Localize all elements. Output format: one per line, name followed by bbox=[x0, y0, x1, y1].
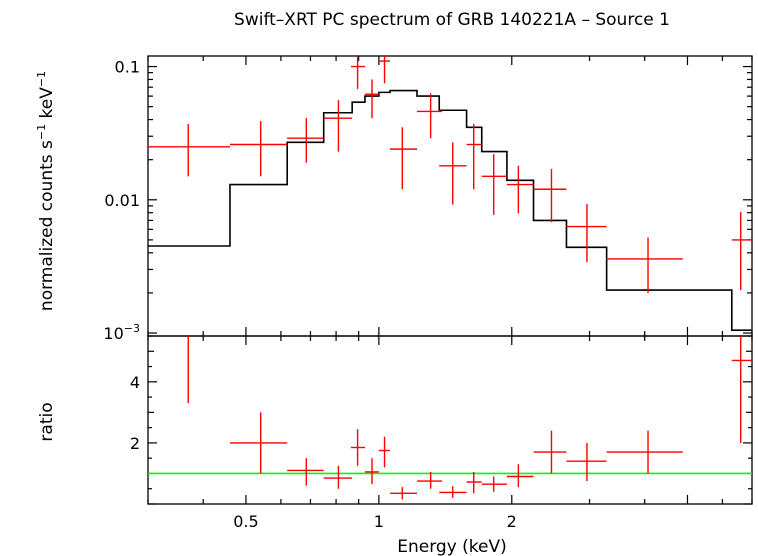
data-point bbox=[533, 430, 567, 474]
data-point bbox=[364, 458, 379, 485]
data-point bbox=[229, 121, 288, 177]
data-point bbox=[416, 93, 443, 139]
model-histogram bbox=[148, 89, 752, 332]
data-point bbox=[606, 430, 683, 474]
data-point bbox=[390, 127, 417, 190]
y-tick-label: 0.01 bbox=[104, 191, 140, 210]
data-point bbox=[323, 100, 353, 152]
x-tick-label: 2 bbox=[507, 512, 517, 531]
data-point bbox=[287, 458, 324, 486]
data-point bbox=[506, 464, 534, 488]
data-point bbox=[566, 442, 607, 482]
data-point bbox=[731, 211, 752, 291]
data-point bbox=[606, 237, 683, 293]
data-point bbox=[533, 169, 567, 223]
chart-title: Swift–XRT PC spectrum of GRB 140221A – S… bbox=[234, 10, 670, 30]
data-point bbox=[378, 436, 391, 468]
data-point bbox=[351, 56, 365, 89]
plot-frame bbox=[147, 335, 753, 505]
data-point bbox=[229, 412, 288, 474]
data-point bbox=[731, 336, 752, 443]
x-tick-label: 1 bbox=[374, 512, 384, 531]
y-tick-label: 0.1 bbox=[115, 58, 140, 77]
data-point bbox=[378, 56, 391, 84]
data-point bbox=[566, 203, 607, 263]
y-tick-label: 10−3 bbox=[103, 322, 140, 343]
data-point bbox=[439, 486, 467, 498]
data-point bbox=[148, 124, 230, 177]
y-tick-label: 2 bbox=[130, 434, 140, 453]
data-point bbox=[481, 154, 507, 215]
data-point bbox=[390, 487, 417, 500]
data-point bbox=[187, 336, 189, 404]
data-point bbox=[466, 471, 482, 494]
plot-frame bbox=[147, 55, 753, 337]
y-axis-label-ratio: ratio bbox=[37, 402, 57, 441]
data-point bbox=[364, 79, 379, 119]
data-point bbox=[439, 142, 467, 205]
data-point bbox=[481, 476, 507, 492]
y-tick-label: 4 bbox=[130, 373, 140, 392]
ratio-panel: 24 bbox=[130, 335, 753, 505]
spectrum-panel: 0.1 0.01 10−3 bbox=[103, 55, 753, 343]
x-axis-label: Energy (keV) bbox=[397, 537, 507, 556]
data-point bbox=[506, 165, 534, 214]
x-tick-label: 0.5 bbox=[233, 512, 258, 531]
data-point bbox=[416, 471, 443, 489]
y-axis-label-spectrum: normalized counts s−1 keV−1 bbox=[35, 71, 57, 311]
data-point bbox=[323, 465, 353, 489]
data-point bbox=[287, 118, 324, 163]
data-point bbox=[466, 124, 482, 190]
data-point bbox=[351, 429, 365, 466]
